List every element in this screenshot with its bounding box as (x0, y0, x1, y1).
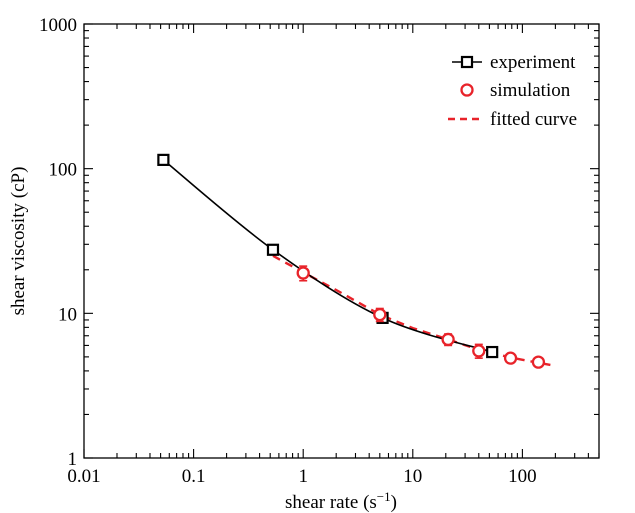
x-axis-label-close: ) (391, 492, 397, 513)
x-tick-label: 0.01 (67, 466, 100, 487)
plot-frame (83, 23, 600, 459)
fitted-curve-line (272, 254, 551, 367)
experiment-point (266, 243, 280, 256)
data-series (157, 153, 551, 369)
legend: experiment simulation fitted curve (448, 52, 577, 130)
simulation-point (503, 351, 518, 365)
y-tick-label: 100 (49, 160, 78, 181)
experiment-point (486, 345, 499, 359)
experiment-line (162, 159, 493, 353)
y-tick-label: 1 (68, 449, 78, 470)
y-axis-label: shear viscosity (cP) (8, 167, 29, 316)
legend-label: fitted curve (490, 109, 577, 130)
legend-experiment-marker (460, 55, 474, 69)
simulation-point (296, 266, 310, 280)
simulation-point (441, 332, 455, 347)
x-axis-label: shear rate (s−1) (285, 489, 397, 513)
legend-label: experiment (490, 52, 576, 73)
simulation-point (531, 355, 546, 369)
x-tick-label: 0.1 (182, 466, 206, 487)
simulation-point (472, 344, 486, 358)
simulation-point (373, 307, 387, 322)
x-tick-label: 1 (298, 466, 308, 487)
y-tick-label: 1000 (39, 15, 77, 36)
x-tick-label: 100 (508, 466, 537, 487)
legend-simulation-marker (460, 83, 474, 97)
x-tick-label: 10 (403, 466, 422, 487)
y-tick-label: 10 (58, 304, 77, 325)
legend-label: simulation (490, 80, 571, 101)
x-axis-label-superscript: −1 (377, 489, 391, 504)
axis-ticks (83, 23, 600, 459)
experiment-point (157, 153, 170, 166)
x-axis-label-main: shear rate (s (285, 492, 377, 513)
tick-labels: 0.01 0.1 1 10 100 1 10 100 1000 (39, 15, 537, 487)
